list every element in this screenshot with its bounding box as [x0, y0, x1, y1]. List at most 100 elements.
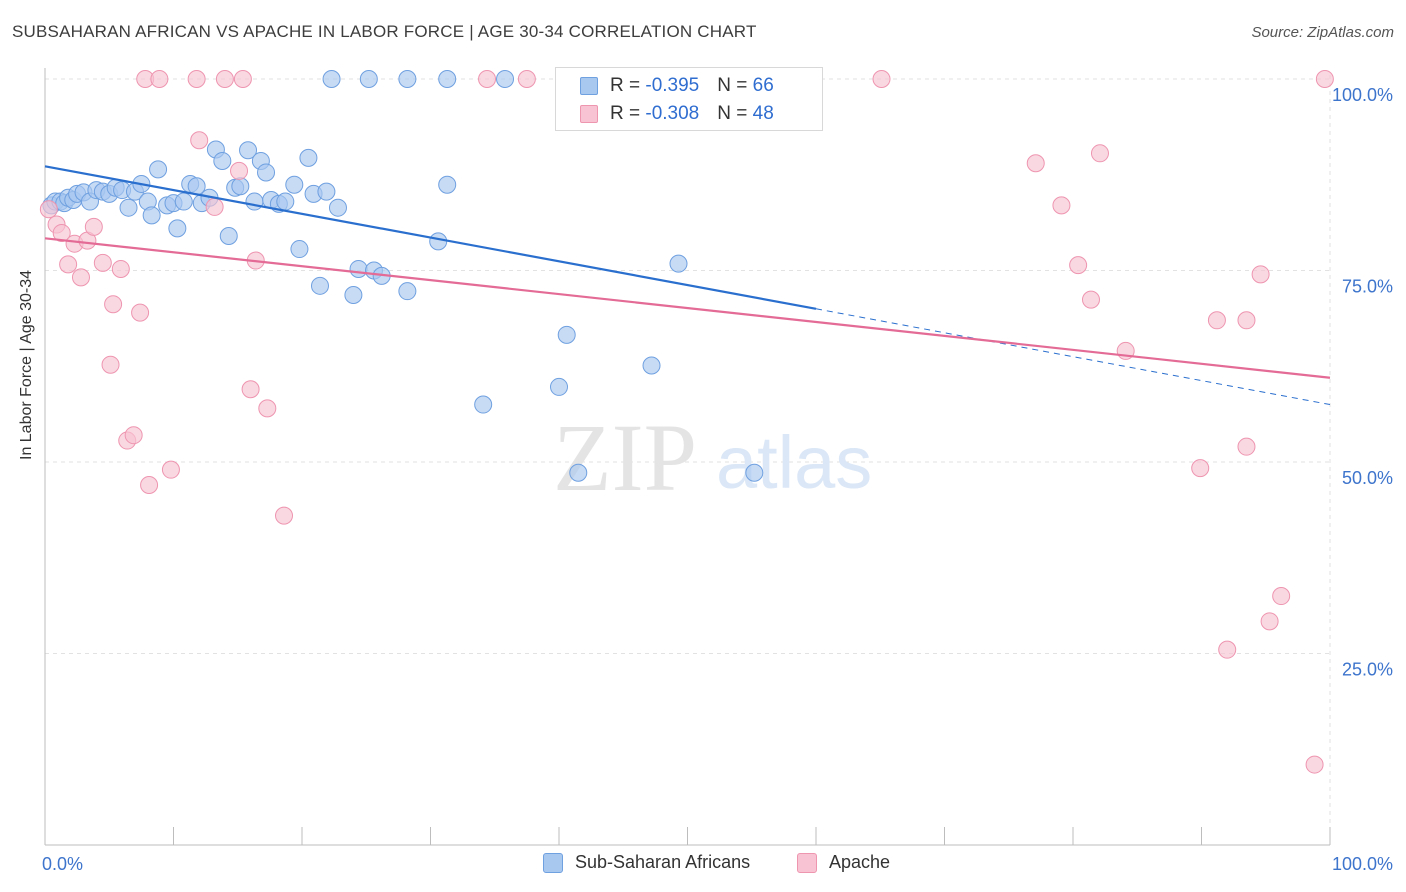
data-point-apache [1237, 437, 1256, 456]
watermark-zip: ZIP [553, 404, 697, 511]
watermark: ZIP atlas [553, 404, 872, 511]
y-axis-label: In Labor Force | Age 30-34 [18, 269, 35, 460]
trendline-apache [44, 237, 1331, 379]
data-point-sub-saharan [429, 232, 448, 251]
legend-n-value: 48 [752, 103, 774, 124]
data-point-sub-saharan [231, 177, 250, 196]
data-point-apache [478, 70, 497, 88]
y-tick-label: 75.0% [1342, 277, 1393, 297]
data-point-sub-saharan [745, 463, 764, 482]
source-note: Source: ZipAtlas.com [1251, 24, 1394, 41]
data-point-apache [517, 70, 536, 88]
data-point-sub-saharan [398, 70, 417, 88]
legend-n-label: N = [717, 75, 753, 96]
data-point-apache [872, 70, 891, 88]
data-point-apache [1191, 459, 1210, 478]
data-point-sub-saharan [310, 276, 329, 295]
data-point-sub-saharan [299, 148, 318, 167]
tick-labels: 25.0% 50.0% 75.0% 100.0% 0.0% 100.0% [42, 85, 1393, 874]
data-point-sub-saharan [149, 160, 168, 179]
data-point-sub-saharan [257, 163, 276, 182]
data-point-sub-saharan [328, 198, 347, 217]
data-point-apache [1218, 640, 1237, 659]
data-point-apache [1305, 755, 1324, 774]
data-point-apache [275, 506, 294, 525]
bottom-legend-apache: Apache [797, 852, 890, 873]
data-point-sub-saharan [438, 70, 457, 88]
data-point-apache [1090, 144, 1109, 163]
data-point-apache [1026, 154, 1045, 173]
bottom-legend-label-sub-saharan: Sub-Saharan Africans [575, 852, 751, 872]
bottom-legend-swatch-blue [543, 852, 563, 873]
data-point-apache [93, 253, 112, 272]
legend-r-label: R = [610, 75, 646, 96]
legend-swatch-blue [580, 77, 598, 95]
trendline-sub-saharan [44, 165, 817, 310]
data-point-sub-saharan [290, 240, 309, 259]
x-tick-label: 100.0% [1332, 854, 1393, 874]
data-point-sub-saharan [285, 175, 304, 194]
data-point-apache [1272, 587, 1291, 606]
trendlines [44, 165, 1331, 406]
axes [44, 68, 1331, 846]
data-point-apache [205, 197, 224, 216]
data-point-apache [104, 295, 123, 314]
data-point-apache [230, 161, 249, 180]
data-point-sub-saharan [317, 182, 336, 201]
bottom-legend-swatch-pink [797, 852, 817, 873]
legend-n-value: 66 [752, 75, 774, 96]
data-point-apache [187, 70, 206, 88]
data-point-apache [131, 303, 150, 322]
data-point-apache [258, 399, 277, 418]
data-point-sub-saharan [245, 192, 264, 211]
data-point-sub-saharan [119, 198, 138, 217]
data-point-apache [71, 268, 90, 287]
data-point-sub-saharan [276, 192, 295, 211]
data-point-apache [84, 217, 103, 236]
data-point-apache [1081, 290, 1100, 309]
y-tick-label: 100.0% [1332, 85, 1393, 105]
data-point-apache [52, 223, 71, 242]
legend-row-apache: R = -0.308 N = 48 [580, 101, 774, 127]
data-point-apache [39, 200, 58, 219]
data-point-sub-saharan [142, 206, 161, 225]
data-point-sub-saharan [557, 325, 576, 344]
data-point-apache [150, 70, 169, 88]
data-point-sub-saharan [359, 70, 378, 88]
data-point-apache [1251, 265, 1270, 284]
data-point-sub-saharan [642, 356, 661, 375]
data-point-apache [1052, 196, 1071, 215]
x-tick-label: 0.0% [42, 854, 83, 874]
bottom-legend-label-apache: Apache [829, 852, 891, 872]
data-point-apache [233, 70, 252, 88]
data-point-apache [1315, 70, 1334, 88]
correlation-legend: R = -0.395 N = 66 R = -0.308 N = 48 [555, 67, 823, 131]
legend-n-label: N = [717, 103, 753, 124]
watermark-atlas: atlas [716, 421, 872, 504]
legend-r-value: -0.308 [645, 103, 700, 124]
data-point-apache [101, 355, 120, 374]
legend-r-value: -0.395 [645, 75, 700, 96]
data-point-apache [215, 70, 234, 88]
data-point-sub-saharan [438, 175, 457, 194]
data-point-sub-saharan [213, 151, 232, 170]
y-tick-label: 50.0% [1342, 468, 1393, 488]
data-point-sub-saharan [174, 192, 193, 211]
data-point-sub-saharan [168, 219, 187, 238]
data-point-apache [1260, 612, 1279, 631]
data-point-sub-saharan [344, 286, 363, 305]
data-point-sub-saharan [496, 70, 515, 88]
data-point-apache [59, 255, 78, 274]
bottom-legend-sub-saharan: Sub-Saharan Africans [543, 852, 750, 873]
data-point-sub-saharan [322, 70, 341, 88]
data-point-apache [161, 460, 180, 479]
legend-swatch-pink [580, 105, 598, 123]
legend-r-label: R = [610, 103, 646, 124]
data-point-apache [1237, 311, 1256, 330]
data-point-apache [190, 131, 209, 150]
data-point-sub-saharan [474, 395, 493, 414]
legend-row-sub-saharan: R = -0.395 N = 66 [580, 73, 774, 99]
data-point-apache [111, 259, 130, 278]
chart-title: SUBSAHARAN AFRICAN VS APACHE IN LABOR FO… [12, 22, 757, 41]
